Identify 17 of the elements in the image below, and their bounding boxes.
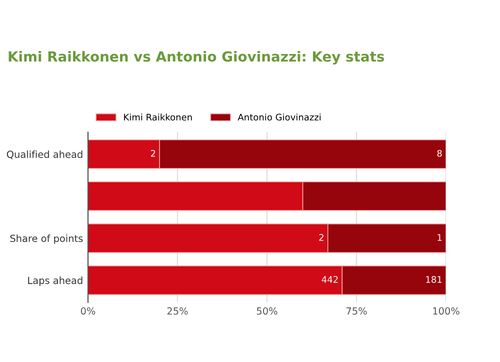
x-tick-label: 0% bbox=[80, 307, 96, 315]
legend-label: Antonio Giovinazzi bbox=[238, 114, 321, 121]
annotation: 8 bbox=[437, 150, 442, 157]
annotation: 2 bbox=[319, 234, 324, 241]
x-tick-label: 75% bbox=[346, 307, 367, 315]
chart-title: Kimi Raikkonen vs Antonio Giovinazzi: Key stats bbox=[8, 50, 384, 65]
annotation: 2 bbox=[150, 150, 156, 157]
y-tick-label: Share of points bbox=[10, 234, 83, 244]
annotation: 1 bbox=[438, 234, 442, 241]
annotation: 181 bbox=[426, 276, 442, 283]
y-tick-label: Qualified ahead bbox=[6, 150, 82, 160]
x-tick-label: 50% bbox=[256, 307, 278, 315]
legend-label: Kimi Raikkonen bbox=[124, 114, 192, 121]
y-tick-label: Laps ahead bbox=[28, 276, 82, 286]
x-tick-label: 100% bbox=[433, 307, 460, 315]
annotation: 442 bbox=[322, 276, 338, 283]
x-tick-label: 25% bbox=[167, 307, 188, 315]
